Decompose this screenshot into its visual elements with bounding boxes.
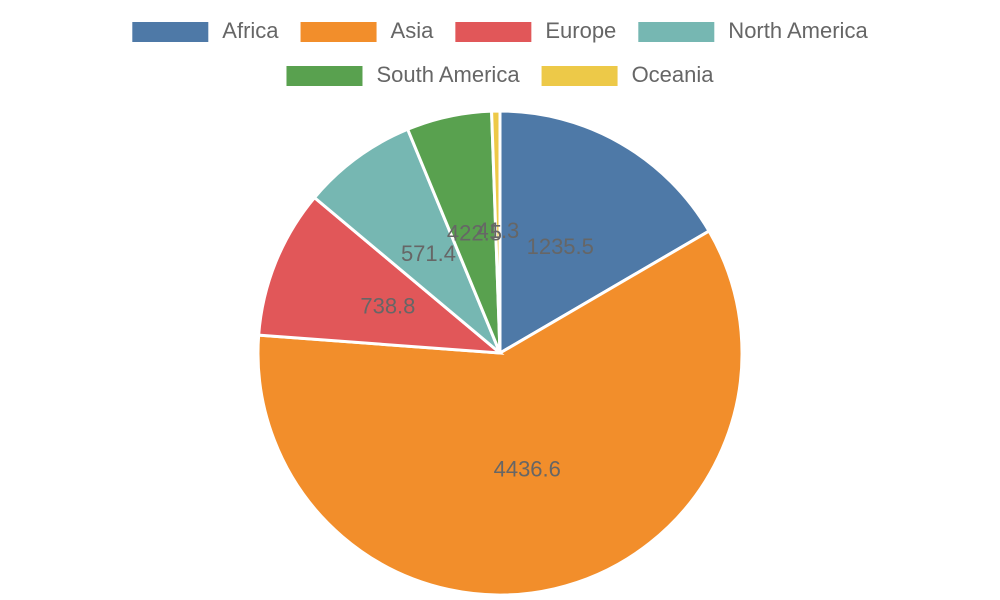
data-label: 571.4 [401,241,456,266]
legend-item: Europe [455,18,616,43]
legend-item: North America [638,18,868,43]
pie [256,109,744,597]
legend-item: Africa [132,18,279,43]
legend-label: South America [376,62,520,87]
legend-label: North America [728,18,868,43]
legend-label: Europe [545,18,616,43]
legend-item: Asia [300,18,435,43]
legend-label: Oceania [632,62,715,87]
legend-label: Asia [391,18,435,43]
legend-swatch [132,22,209,42]
pie-slice [257,195,505,355]
pie-slice [490,109,502,354]
data-label: 422.5 [447,221,502,246]
legend-swatch [300,22,377,42]
legend-swatch [455,22,532,42]
pie-slice [498,109,712,356]
legend: Africa Asia Europe North America South Ameri… [132,18,868,87]
data-label: 41.3 [476,218,519,243]
legend-swatch [638,22,715,42]
legend-swatch [286,66,363,86]
data-label: 1235.5 [527,234,594,259]
pie-slice [256,228,744,597]
legend-item: South America [286,62,520,87]
data-label: 738.8 [360,293,415,318]
legend-label: Africa [222,18,279,43]
legend-item: Oceania [541,62,715,87]
data-label: 4436.6 [494,457,561,482]
legend-swatch [541,66,618,86]
pie-slice [312,127,502,355]
